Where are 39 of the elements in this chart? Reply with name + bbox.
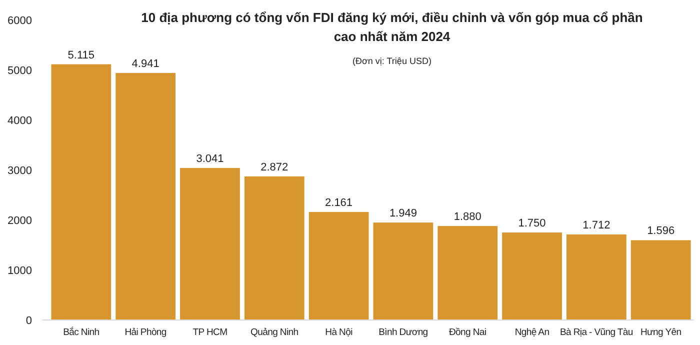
bar (566, 234, 626, 320)
chart-title: 10 địa phương có tổng vốn FDI đăng ký mới, điều chỉnh và vốn góp mua cổ phần cao nhất năm 2024 (141, 10, 643, 44)
bar (308, 212, 369, 320)
text: (Đơn vị: Triệu USD) (352, 56, 432, 66)
y-tick-label: 2000 (8, 214, 32, 227)
bar (438, 226, 498, 320)
x-tick-label: Bà Rịa - Vũng Tàu (560, 327, 633, 338)
data-label: 1.596 (647, 225, 675, 238)
data-label: 4.941 (132, 58, 160, 70)
x-tick-label: Hà Nội (325, 327, 353, 338)
bar (502, 232, 562, 320)
data-label: 2.872 (260, 161, 288, 174)
bar (116, 72, 176, 320)
bar (630, 240, 691, 320)
bar (51, 64, 112, 320)
y-tick-label: 5000 (8, 64, 32, 77)
data-label: 5.115 (68, 49, 95, 62)
data-label: 1.750 (518, 218, 546, 230)
x-tick-label: Nghệ An (514, 327, 550, 338)
y-tick-label: 6000 (8, 14, 32, 27)
x-tick-label: Đồng Nai (449, 327, 486, 338)
bar (180, 168, 240, 320)
x-tick-label: Hải Phòng (124, 327, 166, 338)
data-label: 3.041 (196, 152, 224, 165)
y-tick-label: 0 (26, 314, 32, 327)
data-label: 1.880 (454, 211, 482, 223)
bar (244, 176, 304, 320)
x-tick-label: Bắc Ninh (63, 326, 100, 338)
x-tick-label: Quảng Ninh (250, 327, 298, 338)
data-label: 1.949 (389, 208, 417, 220)
x-tick-label: Bình Dương (378, 327, 428, 338)
data-label: 1.712 (582, 219, 610, 232)
x-tick-label: Hưng Yên (640, 327, 682, 338)
y-tick-label: 1000 (8, 264, 32, 277)
bar (373, 222, 434, 320)
y-tick-label: 3000 (8, 164, 32, 177)
x-tick-label: TP HCM (192, 327, 228, 338)
data-label: 2.161 (325, 196, 353, 209)
y-tick-label: 4000 (8, 114, 32, 127)
